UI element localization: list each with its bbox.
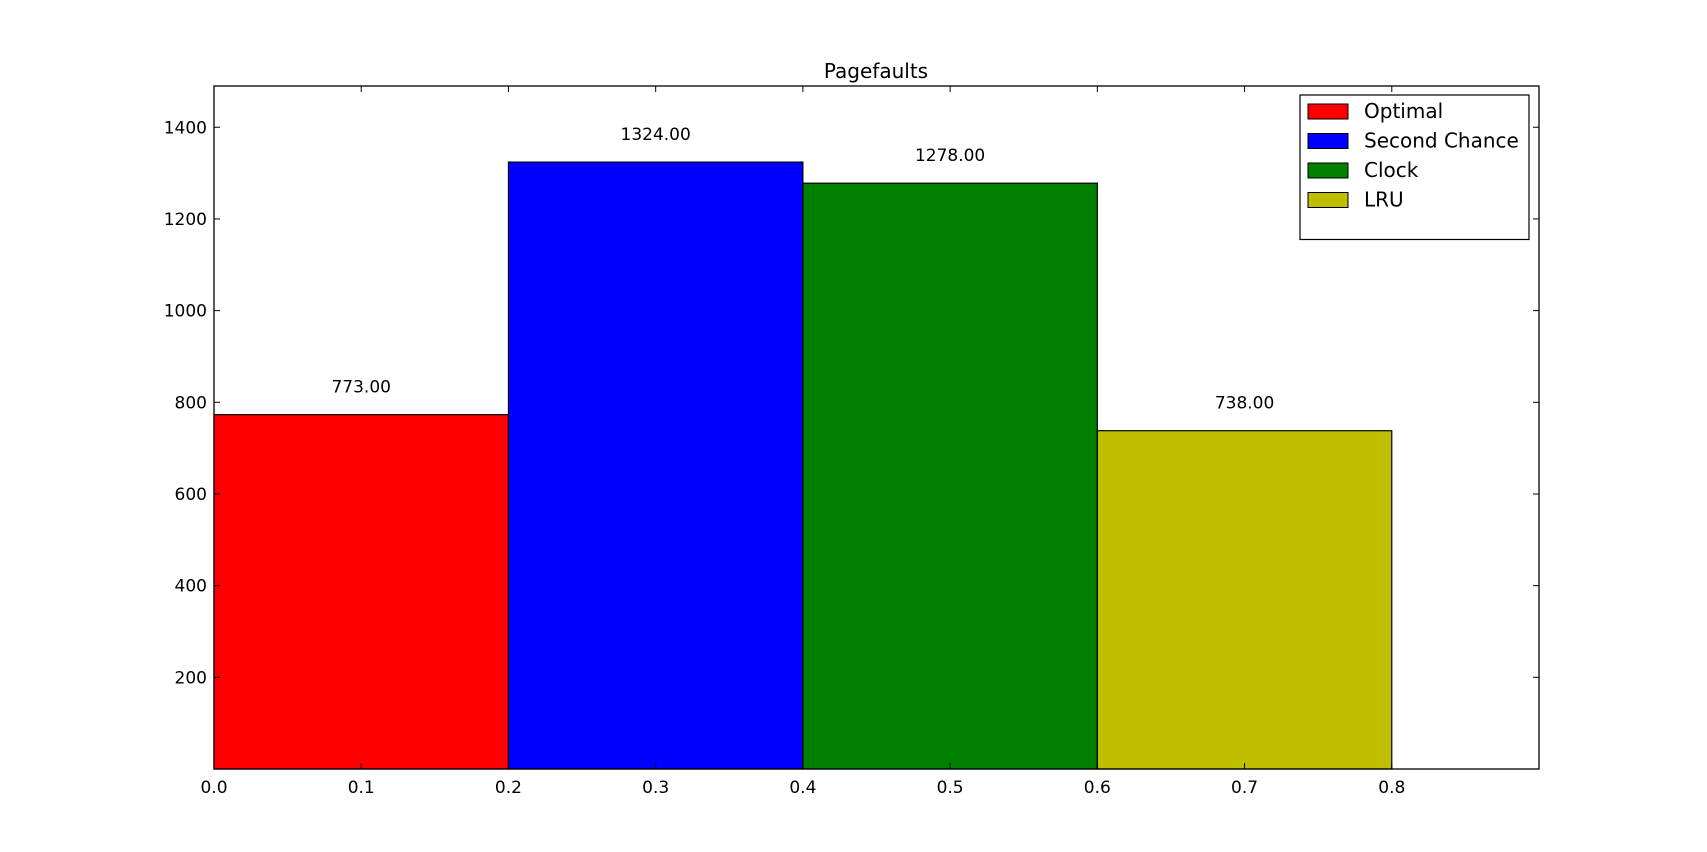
x-axis-tick-labels: 0.0 0.1 0.2 0.3 0.4 0.5 0.6 0.7 0.8 — [200, 778, 1405, 798]
bar-clock — [802, 182, 1098, 770]
x-tick-label: 0.1 — [348, 778, 375, 798]
y-tick-label: 200 — [175, 668, 207, 688]
x-tick-label: 0.8 — [1378, 778, 1405, 798]
x-tick-label: 0.5 — [937, 778, 964, 798]
axis-ticks — [213, 86, 1539, 769]
x-tick-label: 0.2 — [495, 778, 522, 798]
bar-second-chance — [507, 161, 804, 770]
y-tick-label: 400 — [175, 577, 207, 597]
bar-value-label: 738.00 — [1215, 394, 1274, 414]
y-tick-label: 600 — [175, 485, 207, 505]
bar-optimal — [213, 414, 510, 770]
x-tick-label: 0.0 — [200, 778, 227, 798]
chart-title: Pagefaults — [824, 59, 928, 83]
plot-area-frame — [213, 85, 1540, 770]
x-tick-label: 0.3 — [642, 778, 669, 798]
bar-value-label: 773.00 — [331, 378, 390, 398]
legend-swatch — [1307, 162, 1349, 179]
bar-value-labels: 773.00 1324.00 1278.00 738.00 — [331, 125, 1274, 414]
bar-value-label: 1278.00 — [915, 146, 985, 166]
x-tick-label: 0.6 — [1084, 778, 1111, 798]
bar-lru — [1096, 430, 1393, 770]
y-axis-tick-labels: 200 400 600 800 1000 1200 1400 — [164, 118, 207, 688]
y-tick-label: 1000 — [164, 302, 207, 322]
legend-swatch — [1307, 133, 1349, 149]
y-tick-label: 1400 — [164, 118, 207, 138]
bar-value-label: 1324.00 — [621, 125, 691, 145]
legend-label: LRU — [1364, 188, 1404, 212]
legend-label: Optimal — [1364, 99, 1443, 123]
y-tick-label: 800 — [175, 393, 207, 413]
y-tick-label: 1200 — [164, 210, 207, 230]
legend-swatch — [1307, 103, 1349, 120]
x-tick-label: 0.4 — [789, 778, 816, 798]
bars-group — [213, 161, 1393, 770]
legend-label: Second Chance — [1364, 129, 1519, 153]
x-tick-label: 0.7 — [1231, 778, 1258, 798]
legend: Optimal Second Chance Clock LRU — [1299, 94, 1530, 241]
legend-swatch — [1307, 192, 1349, 208]
legend-label: Clock — [1364, 158, 1419, 182]
